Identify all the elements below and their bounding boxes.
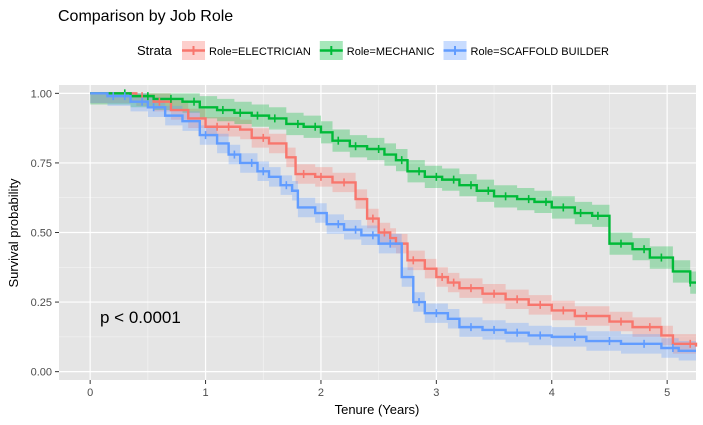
legend-label: Role=SCAFFOLD BUILDER <box>471 46 610 58</box>
chart-title: Comparison by Job Role <box>58 8 233 25</box>
y-axis-title: Survival probability <box>6 178 21 288</box>
x-tick-label: 3 <box>433 387 439 399</box>
confidence-band-0 <box>90 93 696 357</box>
confidence-bands <box>90 93 696 361</box>
y-tick-label: 0.50 <box>31 228 52 240</box>
p-value-annotation: p < 0.0001 <box>100 308 181 327</box>
confidence-band-2 <box>90 93 696 361</box>
axis-ticks: 0 1 2 3 4 5 0.00 0.25 0.50 0.75 1.00 <box>31 88 671 399</box>
survival-curve-2 <box>90 92 696 352</box>
grid <box>59 85 696 380</box>
legend-label: Role=ELECTRICIAN <box>209 46 311 58</box>
legend-title: Strata <box>137 43 172 58</box>
survival-curve-0 <box>90 92 698 347</box>
y-tick-label: 1.00 <box>31 88 52 100</box>
legend: Strata Role=ELECTRICIAN Role=MECHANIC Role… <box>137 41 609 60</box>
legend-key-2 <box>443 41 467 60</box>
y-tick-label: 0.25 <box>31 297 52 309</box>
x-tick-label: 0 <box>87 387 93 399</box>
y-tick-label: 0.75 <box>31 158 52 170</box>
x-tick-label: 1 <box>202 387 208 399</box>
x-axis-title: Tenure (Years) <box>335 402 420 417</box>
legend-key-0 <box>182 41 205 60</box>
x-tick-label: 5 <box>664 387 670 399</box>
x-tick-label: 4 <box>549 387 555 399</box>
y-tick-label: 0.00 <box>31 367 52 379</box>
legend-label: Role=MECHANIC <box>347 46 435 58</box>
legend-key-1 <box>319 41 343 60</box>
x-tick-label: 2 <box>318 387 324 399</box>
censor-marks <box>112 89 692 352</box>
